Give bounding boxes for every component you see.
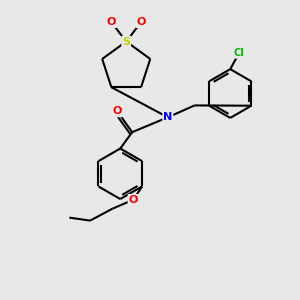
Text: Cl: Cl [234, 48, 244, 58]
Text: S: S [122, 37, 130, 46]
Text: N: N [163, 112, 172, 122]
Text: O: O [136, 17, 146, 27]
Text: O: O [107, 17, 116, 27]
Text: O: O [129, 195, 138, 205]
Text: O: O [112, 106, 122, 116]
